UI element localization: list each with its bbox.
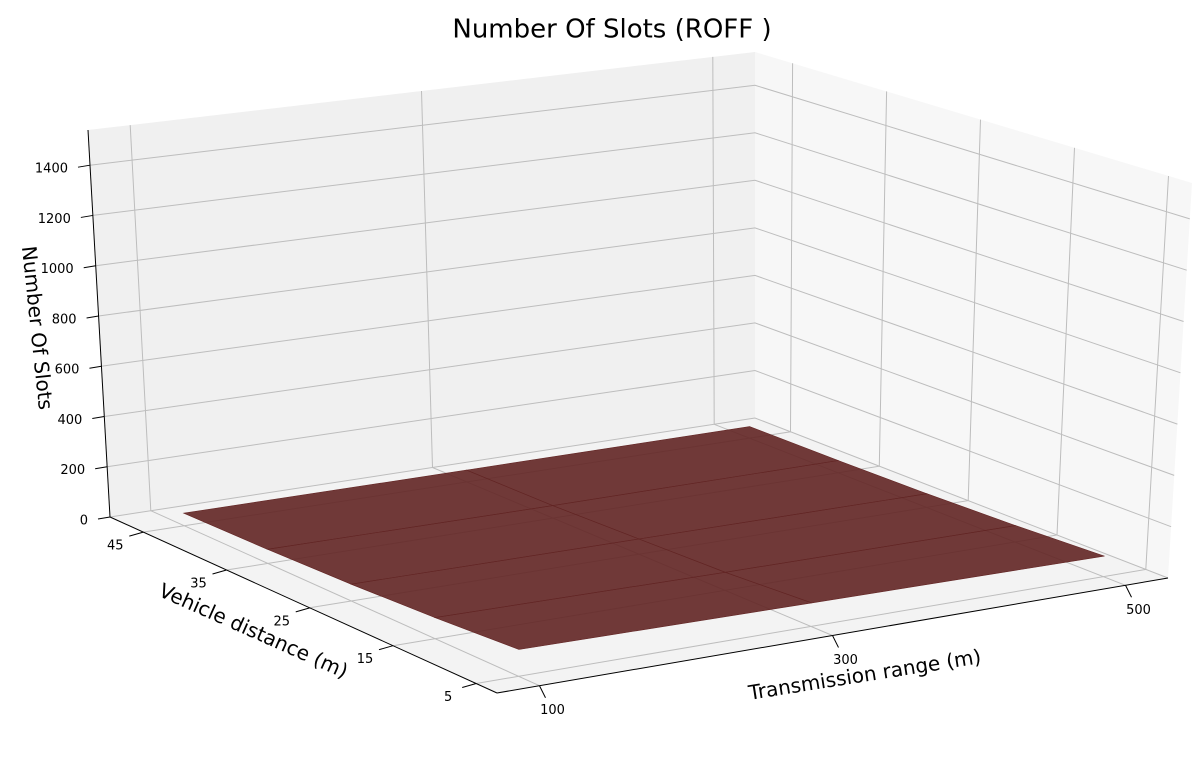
- z-tick-label: 1000: [41, 262, 74, 277]
- grid-line: [89, 84, 1190, 220]
- y-tick: [378, 645, 394, 651]
- y-tick: [212, 569, 227, 575]
- y-tick-label: 25: [273, 614, 290, 629]
- z-tick: [77, 164, 91, 168]
- z-tick: [86, 315, 99, 319]
- y-tick: [295, 607, 310, 613]
- x-axis-label: Transmission range (m): [746, 644, 983, 705]
- grid-line: [107, 369, 1172, 528]
- z-tick: [83, 265, 96, 269]
- y-tick-label: 45: [107, 539, 124, 554]
- grid-line: [476, 175, 1169, 684]
- chart-title: Number Of Slots (ROFF ): [452, 15, 771, 45]
- grid-line: [95, 179, 1184, 322]
- y-axis: [109, 516, 498, 694]
- x-tick-label: 100: [540, 703, 565, 718]
- z-tick-label: 0: [80, 514, 88, 529]
- surface-patch: [725, 525, 1105, 604]
- grid-line: [104, 322, 1175, 476]
- z-tick-label: 400: [57, 413, 82, 428]
- side-pane: [755, 52, 1192, 578]
- grid-line: [98, 227, 1181, 374]
- z-tick: [95, 466, 108, 470]
- z-tick-label: 200: [60, 463, 85, 478]
- y-tick: [129, 531, 144, 537]
- y-tick-label: 35: [190, 576, 207, 591]
- x-tick-label: 300: [833, 653, 858, 668]
- grid-line: [101, 274, 1178, 425]
- z-tick: [92, 415, 105, 419]
- x-axis: [496, 577, 1169, 694]
- grid-line: [109, 417, 1169, 579]
- z-tick: [80, 214, 93, 218]
- z-tick: [97, 516, 111, 520]
- y-tick: [462, 683, 477, 689]
- z-tick-label: 800: [52, 312, 77, 327]
- back-pane: [88, 52, 755, 517]
- y-tick-label: 15: [357, 652, 374, 667]
- z-tick: [89, 365, 102, 369]
- z-axis: [87, 129, 111, 518]
- z-tick-label: 1400: [35, 162, 68, 177]
- grid-line: [129, 125, 540, 687]
- x-tick: [1125, 585, 1132, 598]
- grid-line: [92, 132, 1187, 271]
- x-tick: [832, 635, 839, 648]
- y-tick-label: 5: [444, 690, 452, 705]
- x-tick-label: 500: [1126, 603, 1151, 618]
- z-tick-label: 1200: [38, 212, 71, 227]
- z-tick-label: 600: [55, 363, 80, 378]
- x-tick: [539, 685, 546, 698]
